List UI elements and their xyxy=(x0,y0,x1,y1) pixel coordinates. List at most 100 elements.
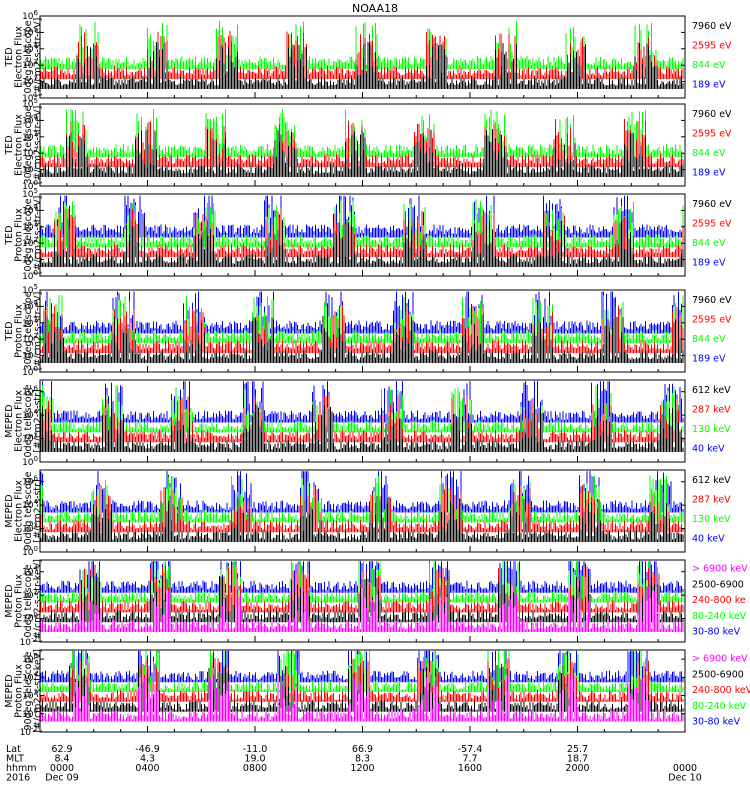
y-axis-label-line: [#/cm2-s-str-eV] xyxy=(33,106,44,185)
y-tick-label: 106 xyxy=(22,9,38,22)
y-axis-label-line: Proton Flux xyxy=(14,208,25,262)
y-axis-label-line: Electron Flux xyxy=(14,480,25,542)
y-axis-label: MEPEDProton Flux90deg telescope[#/cm2-s-… xyxy=(4,649,44,733)
footer-date: Dec 10 xyxy=(668,773,702,784)
y-tick-label: 101 xyxy=(22,349,38,362)
legend-entry: 189 eV xyxy=(692,167,726,178)
traces xyxy=(40,291,684,363)
y-tick-label: 102 xyxy=(22,689,38,702)
y-tick-label: 102 xyxy=(22,432,38,445)
y-axis-label-line: TED xyxy=(4,47,15,67)
y-axis-label: MEPEDElectron Flux90deg telescope[#/cm2-… xyxy=(4,471,44,550)
footer-hhmm: 1200 xyxy=(350,763,374,774)
y-axis-label-line: Electron Flux xyxy=(14,26,25,88)
footer-hhmm: 0000 xyxy=(50,763,74,774)
y-axis-label-line: 90deg telescope xyxy=(23,471,34,550)
y-tick-label: 100 xyxy=(22,269,38,282)
y-axis-label-line: [#/cm2-s-str-keV] xyxy=(33,559,44,643)
legend-entry: > 6900 keV xyxy=(692,564,748,575)
series-7960-ev xyxy=(40,218,684,267)
y-axis-label-line: Proton Flux xyxy=(14,304,25,358)
y-tick-label: 104 xyxy=(22,670,38,683)
series-240-800-ke xyxy=(40,565,684,613)
footer-hhmm: 1600 xyxy=(458,763,482,774)
y-tick-label: 102 xyxy=(22,236,38,249)
footer-mlt: 8.4 xyxy=(54,754,69,765)
y-axis-label-line: MEPED xyxy=(4,674,15,707)
traces xyxy=(40,650,684,722)
series--6900-kev xyxy=(40,675,684,722)
y-axis-label-line: MEPED xyxy=(4,404,15,437)
footer-lat: 62.9 xyxy=(51,744,72,755)
y-axis-label-line: 30deg telescope xyxy=(23,291,34,370)
legend-entry: 30-80 keV xyxy=(692,717,741,728)
y-axis-label: TEDElectron Flux0deg telescope[#/cm2-s-s… xyxy=(4,18,44,97)
footer-lat: -46.9 xyxy=(135,744,160,755)
footer-row-label: Lat xyxy=(6,744,21,755)
series-80-240-kev xyxy=(40,561,684,603)
y-axis-label-line: [#/cm2-s-str-eV] xyxy=(33,18,44,97)
y-tick-label: 102 xyxy=(22,522,38,535)
y-axis-label-line: TED xyxy=(4,321,15,341)
y-tick-label: 104 xyxy=(22,299,38,312)
series-80-240-kev xyxy=(40,650,684,692)
y-axis-label: MEPEDProton Flux0deg telescope[#/cm2-s-s… xyxy=(4,559,44,643)
y-axis-label-line: [#/cm2-s-str-keV] xyxy=(33,649,44,733)
traces xyxy=(40,561,684,632)
y-axis-label-line: MEPED xyxy=(4,494,15,527)
footer-lat: -11.0 xyxy=(243,744,268,755)
legend-entry: 2500-6900 xyxy=(692,579,744,590)
series-189-ev xyxy=(40,291,684,334)
y-tick-label: 100 xyxy=(22,612,38,625)
footer-lat: 25.7 xyxy=(567,744,588,755)
series-2500-6900 xyxy=(40,665,684,712)
y-axis-label: TEDProton Flux0deg telescope[#/cm2-s-str… xyxy=(4,196,44,275)
y-axis-label-line: 30deg telescope xyxy=(23,105,34,184)
y-tick-label: 100 xyxy=(22,455,38,468)
y-axis-label-line: Proton Flux xyxy=(14,574,25,628)
legend-entry: 130 keV xyxy=(692,424,731,435)
legend-entry: 844 eV xyxy=(692,334,726,345)
y-axis-label-line: MEPED xyxy=(4,584,15,617)
traces xyxy=(40,109,684,177)
y-axis-label: TEDProton Flux30deg telescope[#/cm2-s-st… xyxy=(4,291,44,370)
legend-entry: 189 eV xyxy=(692,353,726,364)
series-189-ev xyxy=(40,195,684,238)
y-tick-label: 10-2 xyxy=(20,635,38,648)
traces xyxy=(40,21,684,89)
legend-entry: 2595 eV xyxy=(692,128,732,139)
legend-entry: 189 eV xyxy=(692,257,726,268)
y-tick-label: 105 xyxy=(22,25,38,38)
legend-entry: 240-800 keV xyxy=(692,685,750,696)
footer-lat: 66.9 xyxy=(352,744,373,755)
y-tick-label: 105 xyxy=(22,97,38,110)
footer-row-label: MLT xyxy=(6,754,24,765)
y-axis-label-line: Proton Flux xyxy=(14,664,25,718)
footer-date: Dec 09 xyxy=(45,773,79,784)
legend-entry: 189 eV xyxy=(692,79,726,90)
footer-mlt: 19.0 xyxy=(244,754,265,765)
legend-entry: 2500-6900 xyxy=(692,669,744,680)
series-7960-ev xyxy=(40,42,684,89)
y-tick-label: 101 xyxy=(22,253,38,266)
y-tick-label: 100 xyxy=(22,707,38,720)
legend-entry: 287 keV xyxy=(692,404,731,415)
y-tick-label: 106 xyxy=(22,652,38,665)
legend-entry: 2595 eV xyxy=(692,314,732,325)
y-axis-label-line: TED xyxy=(4,135,15,155)
legend-entry: 2595 eV xyxy=(692,218,732,229)
footer-hhmm: 0400 xyxy=(135,763,159,774)
series-240-800-kev xyxy=(40,655,684,702)
series-130-kev xyxy=(40,385,684,433)
y-tick-label: 103 xyxy=(22,58,38,71)
footer-mlt: 8.3 xyxy=(355,754,370,765)
y-tick-label: 10-2 xyxy=(20,725,38,738)
legend-entry: 7960 eV xyxy=(692,295,732,306)
y-tick-label: 106 xyxy=(22,385,38,398)
